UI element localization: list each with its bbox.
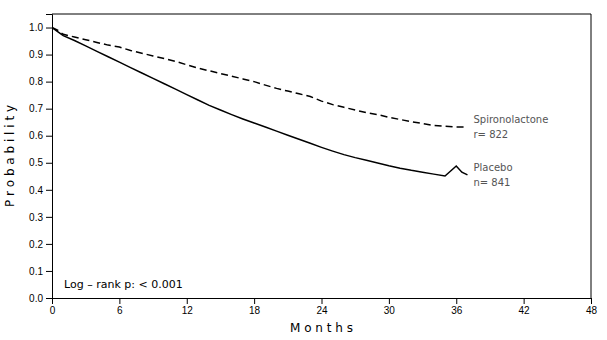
tick-label: 0.2 <box>29 239 43 250</box>
tick-mark <box>46 28 52 29</box>
tick: 0.2 <box>29 239 52 250</box>
series-label: r= 822 <box>473 129 508 140</box>
tick-label: 12 <box>182 305 194 316</box>
series-line <box>52 28 467 176</box>
x-axis-title: M o n t h s <box>290 321 353 335</box>
tick: 0.1 <box>29 266 52 277</box>
tick-mark <box>591 298 592 304</box>
tick-label: 0.6 <box>29 130 43 141</box>
tick: 0 <box>50 298 56 316</box>
tick-mark <box>46 298 52 299</box>
tick: 42 <box>519 298 531 316</box>
series-label: Spironolactone <box>473 114 548 125</box>
series-line <box>52 28 467 128</box>
chart: 0 6 12 18 24 30 36 42 48 0.0 0.1 0.2 0.3 0.4 0.5 0.6 0.7… <box>0 0 607 340</box>
tick: 0.7 <box>29 103 52 114</box>
tick-mark <box>524 298 525 304</box>
tick-mark <box>254 298 255 304</box>
plot: 0 6 12 18 24 30 36 42 48 0.0 0.1 0.2 0.3 0.4 0.5 0.6 0.7… <box>29 14 597 316</box>
tick-label: 18 <box>249 305 261 316</box>
tick-label: 1.0 <box>29 22 43 33</box>
tick: 0.4 <box>29 185 52 196</box>
tick-label: 0.4 <box>29 185 43 196</box>
tick-label: 0.1 <box>29 266 43 277</box>
tick-label: 24 <box>316 305 328 316</box>
tick-label: 6 <box>117 305 123 316</box>
tick: 0.3 <box>29 212 52 223</box>
tick-label: 0.5 <box>29 157 43 168</box>
y-axis: 0.0 0.1 0.2 0.3 0.4 0.5 0.6 0.7 0.8 0.9 1.0 <box>29 15 52 304</box>
tick: 0.5 <box>29 157 52 168</box>
tick: 0.8 <box>29 76 52 87</box>
tick: 0.6 <box>29 130 52 141</box>
series-label: n= 841 <box>473 177 510 188</box>
tick-label: 0.7 <box>29 103 43 114</box>
tick-label: 0.0 <box>29 293 43 304</box>
tick-label: 0 <box>50 305 56 316</box>
y-axis-title: P r o b a b i l i t y <box>3 105 17 207</box>
tick-label: 42 <box>519 305 531 316</box>
tick: 30 <box>384 298 396 316</box>
tick-mark <box>46 136 52 137</box>
frame <box>52 14 591 15</box>
tick-label: 0.3 <box>29 212 43 223</box>
tick-mark <box>46 190 52 191</box>
tick: 18 <box>249 298 261 316</box>
tick-label: 48 <box>586 305 598 316</box>
tick-mark <box>322 298 323 304</box>
tick-mark <box>119 298 120 304</box>
tick-mark <box>46 217 52 218</box>
axis-line <box>46 15 53 299</box>
tick-label: 30 <box>384 305 396 316</box>
tick: 0.0 <box>29 293 52 304</box>
labels: Spironolactone r= 822 Placebo n= 841 Log – r… <box>64 114 548 291</box>
tick-mark <box>46 244 52 245</box>
tick-mark <box>46 271 52 272</box>
tick: 48 <box>586 298 598 316</box>
tick: 1.0 <box>29 22 52 33</box>
tick: 24 <box>316 298 328 316</box>
tick-mark <box>46 163 52 164</box>
tick: 36 <box>451 298 463 316</box>
axis-line <box>53 299 592 305</box>
frame <box>591 14 592 298</box>
tick: 6 <box>117 298 123 316</box>
tick-label: 36 <box>451 305 463 316</box>
tick: 12 <box>182 298 194 316</box>
tick-mark <box>46 55 52 56</box>
tick: 0.9 <box>29 49 52 60</box>
tick-mark <box>46 109 52 110</box>
tick-mark <box>46 82 52 83</box>
lines <box>52 28 467 176</box>
x-axis: 0 6 12 18 24 30 36 42 48 <box>50 298 598 316</box>
tick-label: 0.9 <box>29 49 43 60</box>
tick-mark <box>187 298 188 304</box>
series-label: Placebo <box>473 162 512 173</box>
tick-mark <box>456 298 457 304</box>
tick-label: 0.8 <box>29 76 43 87</box>
tick-mark <box>389 298 390 304</box>
annotation: Log – rank p: < 0.001 <box>64 278 183 291</box>
